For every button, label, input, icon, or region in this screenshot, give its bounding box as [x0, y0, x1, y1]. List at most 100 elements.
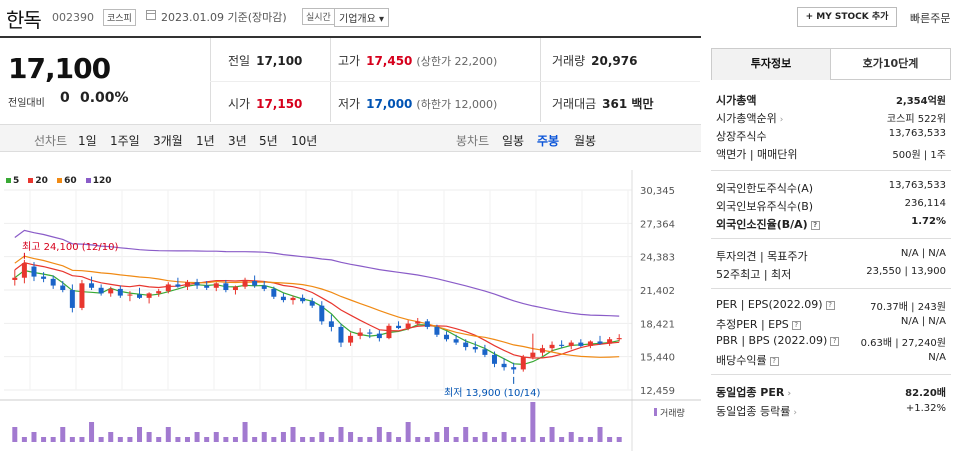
chevron-right-icon[interactable]: › — [787, 389, 792, 399]
candle-body — [396, 325, 402, 329]
ind-rate-label-wrap: 동일업종 등락률 › — [716, 403, 797, 419]
mystock-add-button[interactable]: + MY STOCK 추가 — [797, 7, 897, 27]
ma-line-120 — [14, 229, 620, 317]
info-row-per: PER | EPS(2022.09)? 70.37배 | 243원 — [716, 298, 946, 315]
volume-bar — [367, 437, 373, 442]
legend-label: 20 — [35, 176, 48, 186]
period-1d[interactable]: 1일 — [78, 134, 97, 148]
tab-orderbook[interactable]: 호가10단계 — [831, 48, 951, 80]
candle-body — [89, 283, 95, 288]
candle-body — [50, 278, 56, 286]
y-tick-label: 27,364 — [640, 219, 675, 230]
volume-bar — [453, 437, 459, 442]
info-row-par: 액면가 | 매매단위 500원 | 1주 — [716, 146, 946, 163]
help-icon[interactable]: ? — [810, 221, 820, 230]
candle-body — [280, 296, 286, 301]
info-tabs: 투자정보 호가10단계 — [711, 48, 951, 80]
volume-bar — [146, 432, 152, 442]
help-icon[interactable]: ? — [791, 321, 801, 330]
info-row-est-per: 추정PER | EPS? N/A | N/A — [716, 316, 946, 333]
ma-line-20 — [14, 262, 620, 359]
candle-body — [367, 332, 373, 334]
volume-bar — [98, 437, 104, 442]
volume-bar — [530, 402, 536, 442]
quote-panel: 17,100 전일대비 0 0.00% 전일 17,100 시가 17,150 고가… — [0, 36, 701, 122]
par-label: 액면가 | 매매단위 — [716, 148, 798, 161]
volume-bar — [357, 437, 363, 442]
period-3m[interactable]: 3개월 — [153, 134, 183, 148]
candle-daily[interactable]: 일봉 — [502, 134, 525, 148]
candle-body — [12, 277, 18, 280]
diff-percent: 0.00% — [80, 90, 129, 106]
volume-bar — [376, 427, 382, 442]
volume-bar — [21, 437, 27, 442]
help-icon[interactable]: ? — [825, 301, 835, 310]
shares-value: 13,763,533 — [888, 128, 946, 139]
y-tick-label: 21,402 — [640, 286, 675, 297]
candle-body — [319, 305, 325, 322]
period-10y[interactable]: 10년 — [291, 134, 318, 148]
candle-body — [539, 348, 545, 353]
legend-label: 60 — [64, 176, 77, 186]
candle-body — [597, 341, 603, 344]
candle-body — [232, 286, 238, 291]
volume-bar — [12, 427, 18, 442]
foreign-limit-label: 외국인한도주식수(A) — [716, 182, 814, 195]
volume-bar — [434, 432, 440, 442]
candle-body — [472, 347, 478, 350]
tab-investment-info[interactable]: 투자정보 — [711, 48, 831, 80]
opinion-value: N/A | N/A — [900, 248, 946, 259]
candle-body — [156, 291, 162, 294]
candle-body — [175, 284, 181, 287]
chevron-right-icon[interactable]: › — [779, 115, 784, 125]
stock-name: 한독 — [6, 8, 42, 32]
period-1y[interactable]: 1년 — [196, 134, 215, 148]
candle-body — [252, 281, 258, 286]
candle-body — [21, 263, 27, 278]
volume-bar — [156, 437, 162, 442]
candle-body — [357, 332, 363, 336]
prev-close-value: 17,100 — [256, 54, 303, 68]
candle-body — [348, 335, 354, 343]
period-3y[interactable]: 3년 — [228, 134, 247, 148]
legend-ma20: 20 — [28, 176, 48, 186]
high-value: 17,450 — [366, 54, 413, 68]
volume-bar — [348, 432, 354, 442]
period-1w[interactable]: 1주일 — [110, 134, 140, 148]
ma-legend: 5 20 60 120 — [6, 176, 118, 186]
high-price: 고가 17,450 (상한가 22,200) — [338, 52, 497, 69]
candle-monthly[interactable]: 월봉 — [574, 134, 597, 148]
foreign-ratio-label-wrap: 외국인소진율(B/A)? — [716, 216, 820, 232]
realtime-button[interactable]: 실시간 — [302, 8, 335, 25]
volume-bar — [597, 427, 603, 442]
candle-weekly[interactable]: 주봉 — [537, 134, 560, 148]
volume-bar — [300, 437, 306, 442]
volume-bar — [396, 437, 402, 442]
candle-body — [424, 321, 430, 327]
candle-body — [261, 285, 267, 289]
price-chart[interactable]: 30,345 27,364 24,383 21,402 18,421 15,440 12,4… — [0, 170, 701, 451]
help-icon[interactable]: ? — [830, 337, 840, 346]
help-icon[interactable]: ? — [769, 357, 779, 366]
calendar-icon — [146, 10, 156, 20]
market-cap-value: 2,354억원 — [895, 96, 946, 107]
legend-ma120: 120 — [85, 176, 112, 186]
candle-body — [463, 342, 469, 348]
info-row-opinion: 투자의견 | 목표주가 N/A | N/A — [716, 248, 946, 265]
market-cap-label: 시가총액 — [716, 94, 757, 107]
legend-swatch — [57, 178, 63, 183]
y-tick-label: 12,459 — [640, 386, 675, 397]
candle-body — [482, 349, 488, 355]
period-5y[interactable]: 5년 — [259, 134, 278, 148]
volume-bar — [328, 437, 334, 442]
candle-body — [587, 341, 593, 346]
candle-body — [242, 281, 248, 287]
chevron-right-icon[interactable]: › — [793, 408, 797, 418]
quick-order-link[interactable]: 빠른주문 — [910, 12, 951, 25]
legend-swatch — [85, 178, 91, 183]
corp-info-dropdown[interactable]: 기업개요 ▾ — [334, 8, 389, 27]
candle-body — [444, 334, 450, 340]
foreign-limit-value: 13,763,533 — [888, 180, 946, 191]
prev-close: 전일 17,100 — [228, 52, 302, 69]
candle-body — [31, 266, 37, 277]
